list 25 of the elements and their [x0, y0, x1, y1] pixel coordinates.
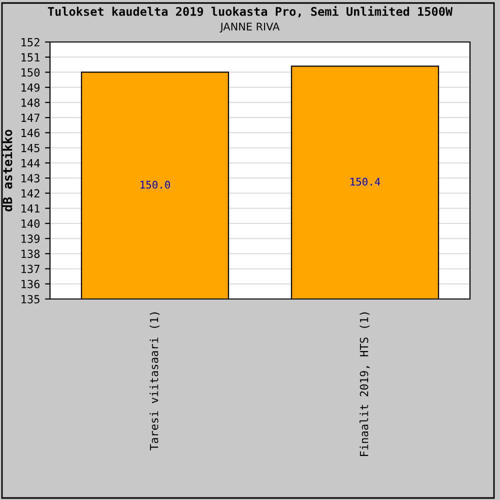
- y-tick-label: 145: [22, 144, 40, 152]
- x-tick-label: Finaalit 2019, HTS (1): [360, 312, 370, 456]
- y-tick-label: 140: [22, 219, 40, 228]
- y-tick-label: 137: [22, 264, 40, 274]
- y-tick-label: 144: [22, 159, 40, 168]
- y-tick-label: 141: [22, 204, 40, 213]
- y-tick-label: 149: [22, 83, 40, 92]
- y-tick-label: 147: [22, 114, 40, 122]
- y-tick-label: 138: [22, 250, 40, 258]
- y-tick-label: 135: [22, 295, 40, 304]
- data-label: 150.0: [140, 180, 170, 189]
- y-tick-label: 143: [22, 174, 40, 182]
- y-axis-title: dB asteikko: [2, 130, 12, 212]
- y-tick-label: 150: [22, 68, 40, 77]
- y-tick-label: 152: [22, 38, 40, 46]
- chart-title: Tulokset kaudelta 2019 luokasta Pro, Semi Unlimited 1500W: [48, 6, 453, 18]
- y-tick-label: 142: [22, 189, 40, 198]
- chart-subtitle: JANNE RIVA: [220, 22, 280, 32]
- y-tick-label: 146: [22, 128, 40, 138]
- data-label: 150.4: [350, 178, 380, 186]
- y-tick-label: 139: [22, 234, 40, 243]
- y-tick-label: 151: [22, 53, 40, 62]
- x-tick-label: Taresi viitasaari (1): [150, 312, 160, 450]
- y-tick-label: 136: [22, 280, 40, 288]
- y-tick-label: 148: [22, 98, 40, 107]
